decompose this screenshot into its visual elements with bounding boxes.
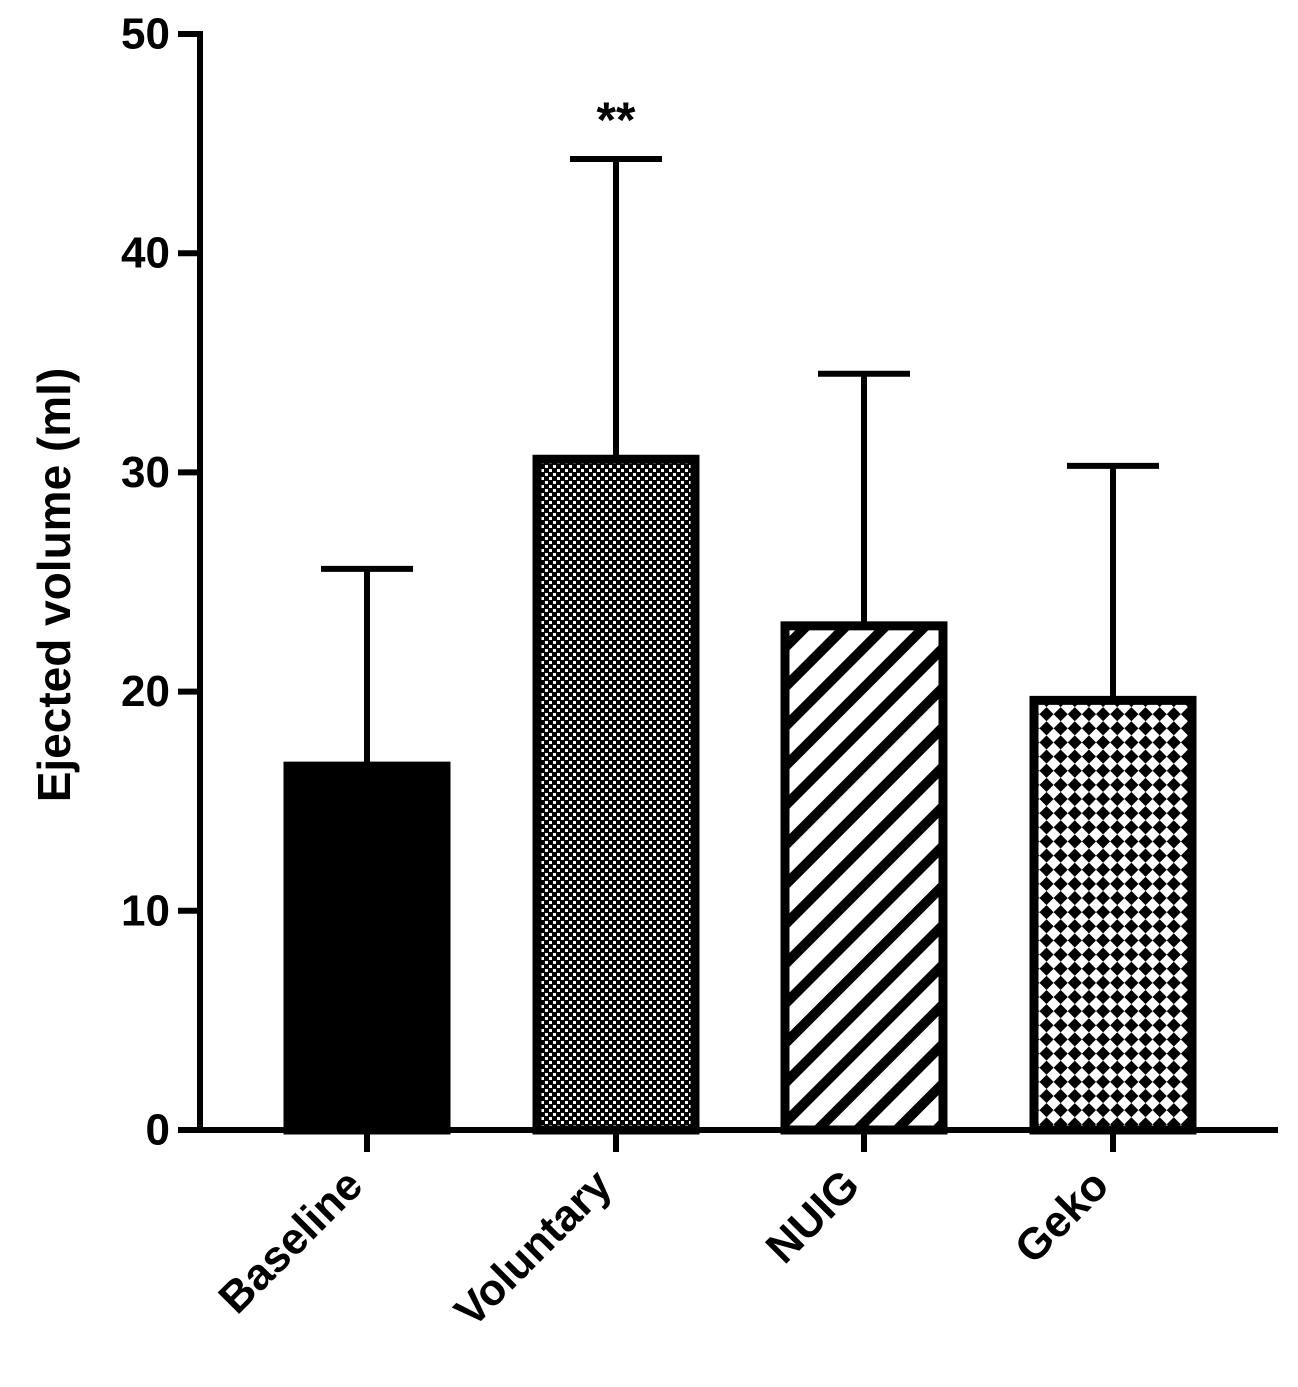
x-tick-label-baseline: Baseline — [209, 1160, 372, 1323]
bar-nuig — [780, 621, 948, 1135]
y-tick-label-0: 0 — [146, 1106, 170, 1155]
bar-voluntary — [532, 454, 700, 1135]
x-tick-label-geko: Geko — [1006, 1160, 1118, 1272]
y-tick-label-50: 50 — [121, 10, 170, 59]
y-tick-label-10: 10 — [121, 886, 170, 935]
significance-label-voluntary: ** — [597, 92, 636, 148]
y-axis-title: Ejected volume (ml) — [28, 368, 80, 803]
x-tick-label-voluntary: Voluntary — [445, 1160, 621, 1336]
x-tick-label-nuig: NUIG — [757, 1160, 869, 1272]
y-tick-label-40: 40 — [121, 229, 170, 278]
bar-baseline — [283, 761, 451, 1135]
y-tick-label-20: 20 — [121, 667, 170, 716]
bar-geko — [1029, 695, 1197, 1135]
y-tick-label-30: 30 — [121, 448, 170, 497]
